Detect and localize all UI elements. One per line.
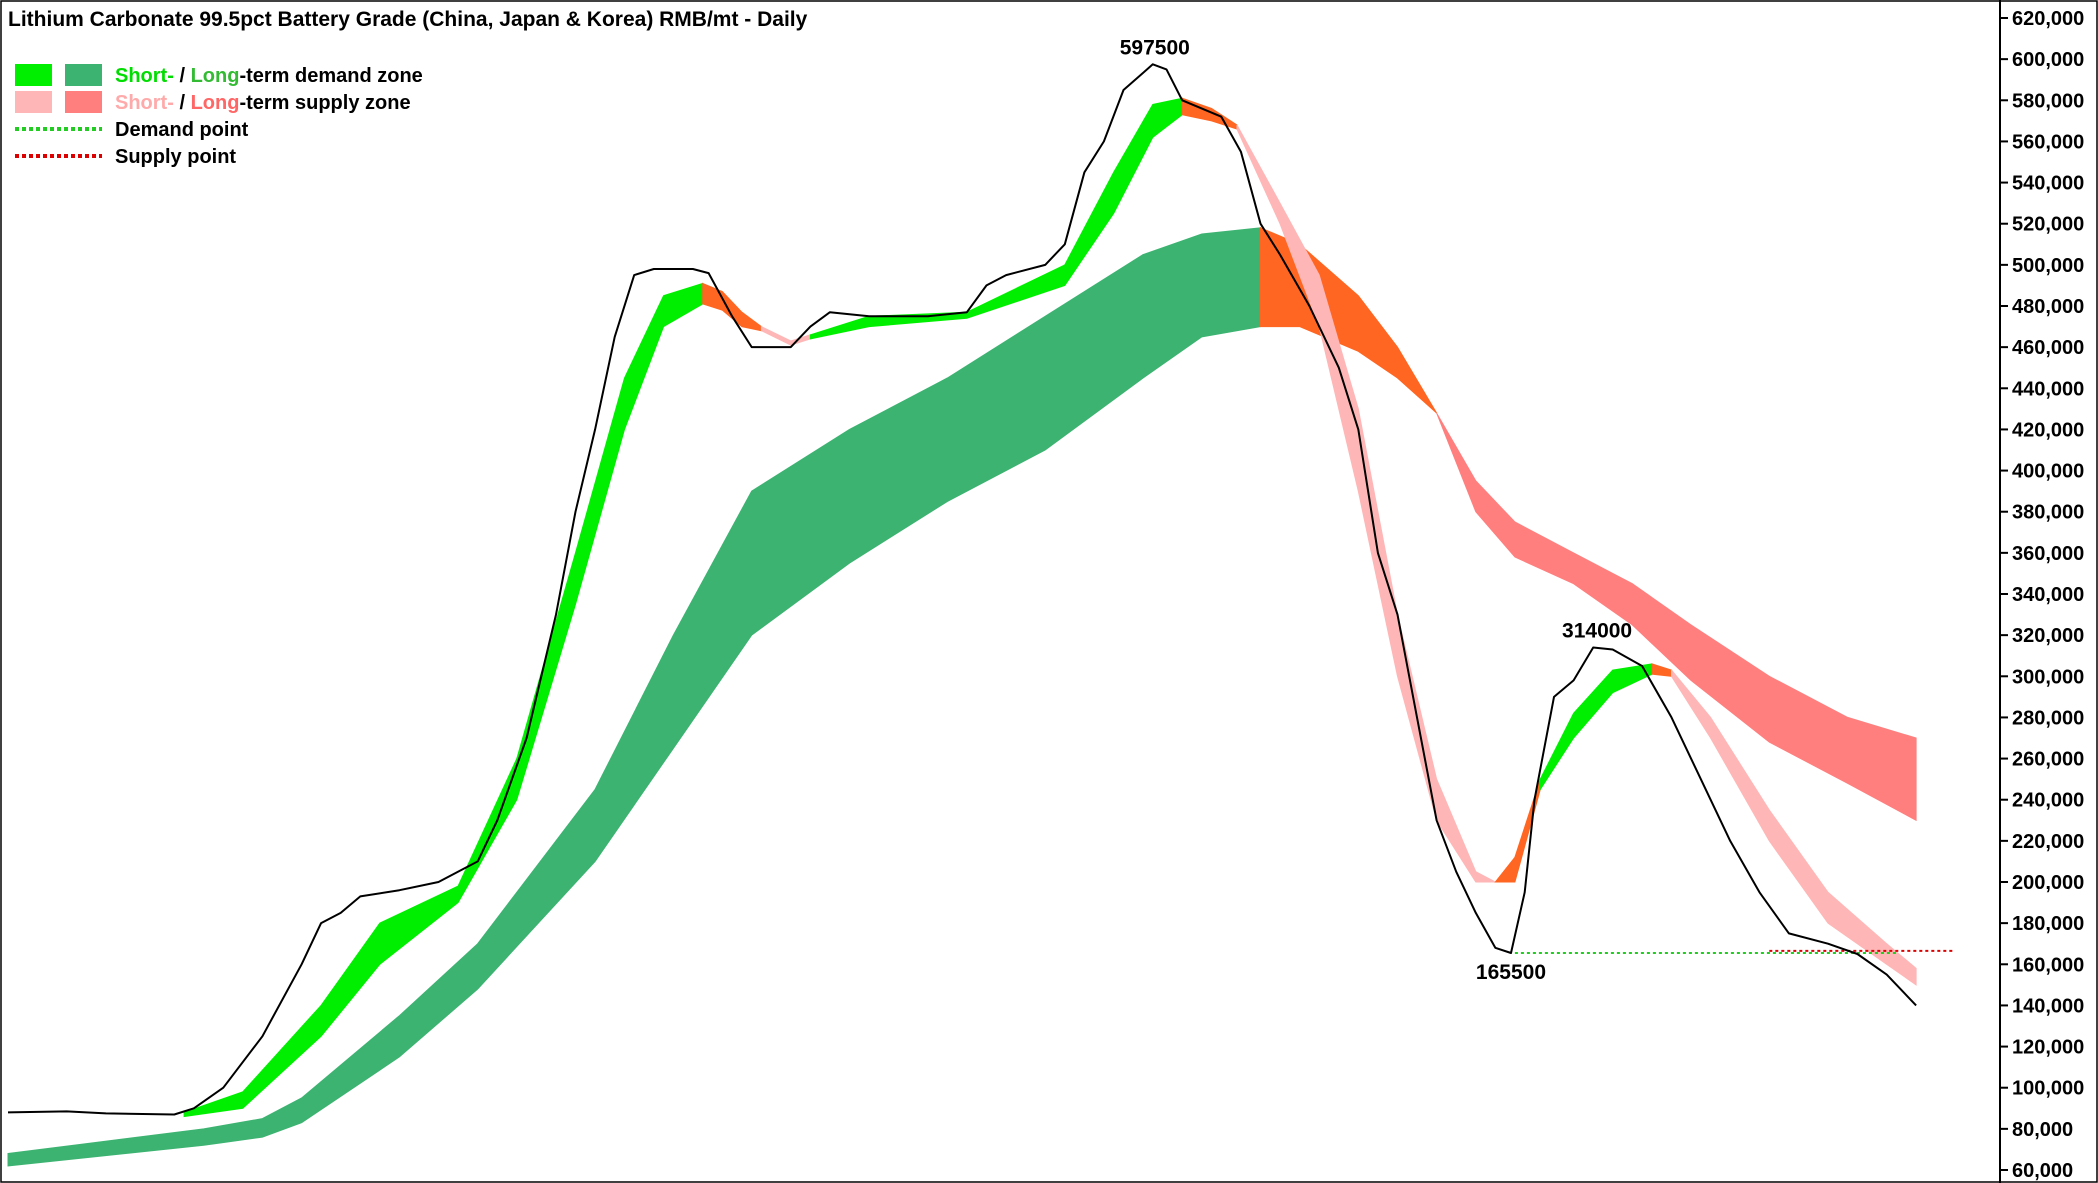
legend-label: Short- / Long-term supply zone — [115, 92, 411, 114]
y-tick-label: 420,000 — [2012, 419, 2084, 441]
y-tick-label: 100,000 — [2012, 1078, 2084, 1100]
peak-label: 165500 — [1476, 961, 1546, 984]
y-tick-label: 180,000 — [2012, 913, 2084, 935]
y-tick-label: 580,000 — [2012, 90, 2084, 112]
y-tick-label: 160,000 — [2012, 954, 2084, 976]
legend-label-part: Short- — [115, 92, 174, 114]
legend-label-part: Long — [191, 65, 240, 87]
y-tick-label: 460,000 — [2012, 337, 2084, 359]
price-line — [7, 63, 1917, 1116]
long-demand-swatch — [65, 64, 102, 86]
y-tick-label: 200,000 — [2012, 872, 2084, 894]
y-tick-label: 600,000 — [2012, 49, 2084, 71]
y-tick-label: 340,000 — [2012, 584, 2084, 606]
long-supply-swatch — [65, 91, 102, 113]
y-tick-label: 380,000 — [2012, 502, 2084, 524]
peak-label: 597500 — [1120, 36, 1190, 59]
y-tick-label: 560,000 — [2012, 131, 2084, 153]
y-tick-label: 80,000 — [2012, 1119, 2073, 1141]
long-supply-zone-band — [1436, 412, 1917, 822]
peak-label: 314000 — [1562, 619, 1632, 642]
legend-label-part: Demand point — [115, 119, 249, 141]
y-tick-label: 220,000 — [2012, 831, 2084, 853]
legend-label-part: Supply point — [115, 146, 236, 168]
zone-bands — [7, 97, 1917, 1167]
legend-label-part: -term supply zone — [239, 92, 410, 114]
y-tick-label: 260,000 — [2012, 749, 2084, 771]
y-axis: 60,000 80,000 100,000 120,000 140,000 160,000… — [1999, 0, 2084, 1183]
y-tick-label: 140,000 — [2012, 995, 2084, 1017]
price-line-group — [7, 63, 1917, 1116]
y-tick-label: 320,000 — [2012, 625, 2084, 647]
short-demand-swatch — [15, 64, 52, 86]
y-tick-label: 300,000 — [2012, 666, 2084, 688]
y-tick-label: 240,000 — [2012, 790, 2084, 812]
y-tick-label: 620,000 — [2012, 8, 2084, 30]
y-tick-label: 400,000 — [2012, 461, 2084, 483]
short-supply-zone-band — [1671, 668, 1917, 986]
short-supply-zone-band — [1236, 124, 1496, 883]
y-tick-label: 500,000 — [2012, 255, 2084, 277]
legend-label-part: Long — [191, 92, 240, 114]
legend-label: Short- / Long-term demand zone — [115, 65, 423, 87]
y-tick-label: 120,000 — [2012, 1037, 2084, 1059]
y-tick-label: 360,000 — [2012, 543, 2084, 565]
point-lines — [1514, 949, 1956, 954]
y-tick-label: 480,000 — [2012, 296, 2084, 318]
peak-annotations: 597500 314000 165500 — [1120, 36, 1632, 984]
y-tick-label: 60,000 — [2012, 1160, 2073, 1182]
legend-label-part: / — [174, 65, 191, 87]
chart-title: Lithium Carbonate 99.5pct Battery Grade … — [8, 8, 808, 31]
y-tick-label: 540,000 — [2012, 173, 2084, 195]
y-tick-label: 280,000 — [2012, 707, 2084, 729]
legend-label-part: / — [174, 92, 191, 114]
y-tick-label: 520,000 — [2012, 214, 2084, 236]
legend-label-part: Short- — [115, 65, 174, 87]
y-tick-label: 440,000 — [2012, 378, 2084, 400]
short-supply-swatch — [15, 91, 52, 113]
legend-label-part: -term demand zone — [239, 65, 422, 87]
legend-label: Demand point — [115, 119, 249, 141]
legend-label: Supply point — [115, 146, 236, 168]
